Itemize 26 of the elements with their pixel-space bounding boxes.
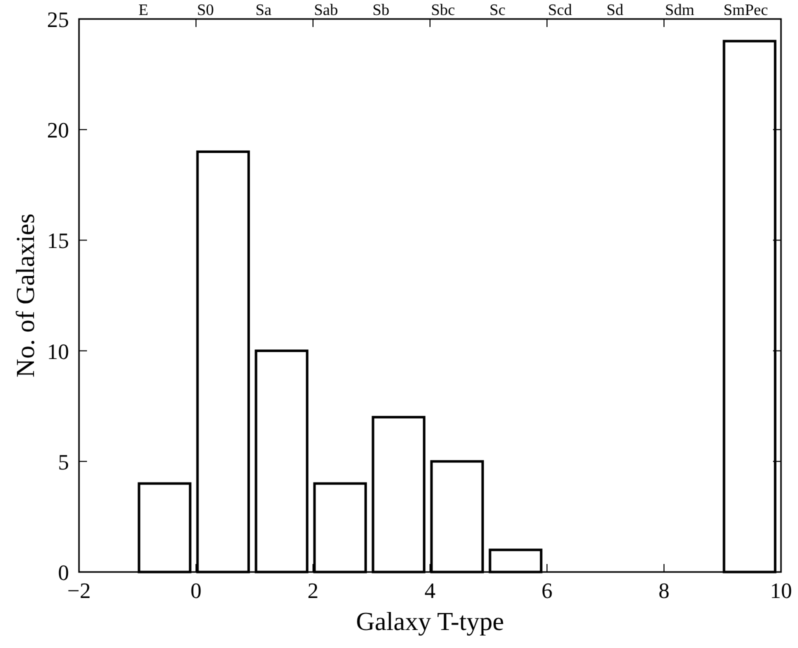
annotation: Sc (490, 2, 506, 19)
x-tick-label: −2 (67, 578, 91, 603)
x-tick-label: 10 (770, 578, 792, 603)
x-tick-label: 2 (308, 578, 318, 603)
annotation: Sb (372, 2, 390, 19)
y-tick-label: 25 (47, 7, 69, 32)
y-tick-label: 15 (47, 228, 69, 254)
annotation: Scd (548, 2, 572, 19)
annotation: Sab (314, 2, 338, 19)
y-tick-label: 20 (47, 118, 69, 143)
annotation: E (138, 2, 148, 19)
x-tick-label: 4 (424, 578, 436, 603)
annotation: SmPec (724, 2, 768, 19)
annotation: Sdm (665, 2, 695, 19)
x-tick-label: 6 (542, 578, 552, 603)
annotation: Sbc (431, 2, 455, 19)
y-tick-label: 0 (58, 560, 69, 585)
x-tick-label: 0 (190, 578, 202, 603)
x-tick-label: 8 (658, 578, 670, 603)
y-axis-title: No. of Galaxies (11, 214, 40, 378)
annotation: Sd (606, 2, 624, 19)
x-axis-title: Galaxy T-type (356, 607, 504, 636)
y-tick-label: 10 (47, 338, 69, 364)
y-tick-label: 5 (58, 449, 69, 474)
annotation: S0 (197, 2, 214, 19)
annotation: Sa (256, 2, 272, 19)
